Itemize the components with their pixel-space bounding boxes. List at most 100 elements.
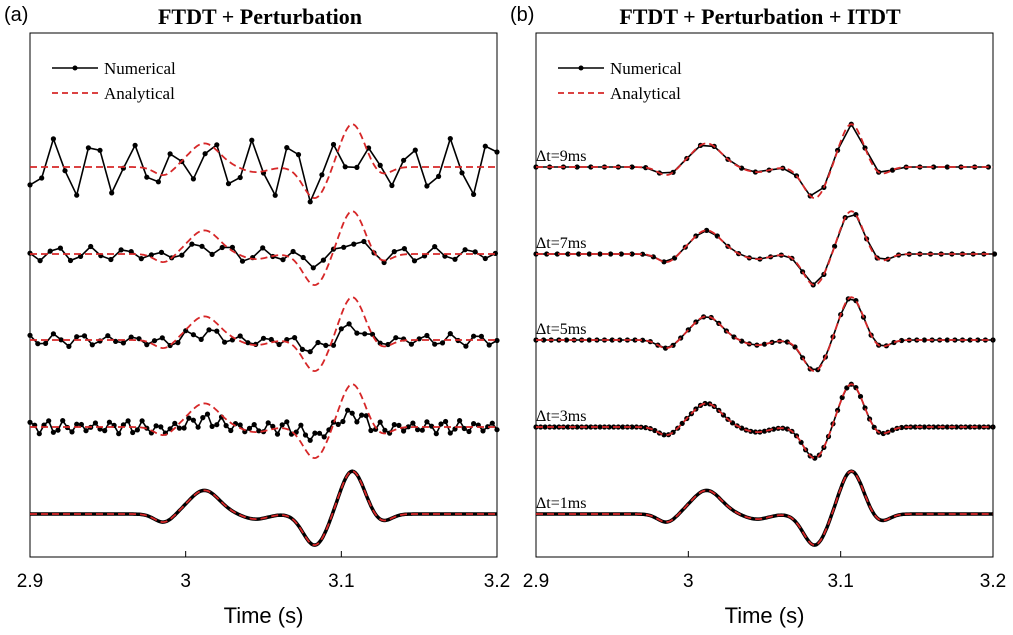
numerical-point <box>857 393 864 400</box>
numerical-point <box>206 327 212 333</box>
numerical-point <box>554 251 560 257</box>
numerical-point <box>27 182 33 188</box>
numerical-point <box>195 424 201 430</box>
x-tick-label: 3.2 <box>484 571 510 592</box>
numerical-point <box>462 247 468 253</box>
numerical-point <box>35 341 41 347</box>
numerical-point <box>443 418 449 425</box>
numerical-point <box>340 418 346 425</box>
numerical-point <box>88 243 94 250</box>
numerical-point <box>105 333 111 339</box>
numerical-point <box>640 337 646 343</box>
numerical-point <box>190 176 196 182</box>
numerical-point <box>354 164 360 170</box>
numerical-point <box>351 241 357 247</box>
numerical-point <box>176 425 182 431</box>
numerical-point <box>452 256 458 262</box>
numerical-point <box>597 424 603 430</box>
numerical-point <box>319 172 325 178</box>
numerical-point <box>199 243 205 249</box>
legend-analytical-label: Analytical <box>610 84 681 103</box>
numerical-point <box>385 341 391 348</box>
panel-label-b: (b) <box>510 4 535 26</box>
numerical-point <box>256 428 262 434</box>
numerical-point <box>368 427 374 434</box>
numerical-point <box>482 143 488 149</box>
numerical-point <box>270 423 276 429</box>
numerical-point <box>55 427 61 433</box>
numerical-point <box>81 333 88 339</box>
legend-analytical-label: Analytical <box>104 84 175 103</box>
numerical-point <box>172 420 178 426</box>
numerical-point <box>899 424 905 431</box>
numerical-point <box>245 340 251 346</box>
numerical-point <box>944 337 950 343</box>
numerical-point <box>323 342 329 348</box>
numerical-point <box>494 427 500 433</box>
numerical-point <box>237 333 243 339</box>
numerical-point <box>144 342 150 348</box>
numerical-point <box>148 252 154 258</box>
numerical-point <box>369 331 376 337</box>
numerical-point <box>139 418 145 424</box>
numerical-point <box>466 428 472 435</box>
numerical-point <box>316 430 323 436</box>
numerical-point <box>640 251 646 257</box>
numerical-point <box>401 157 407 163</box>
numerical-point <box>405 424 411 430</box>
numerical-point <box>643 425 649 431</box>
numerical-point <box>74 192 80 198</box>
x-tick-label: 2.9 <box>17 571 43 592</box>
numerical-point <box>588 424 594 430</box>
numerical-point <box>214 422 220 428</box>
numerical-point <box>377 340 383 346</box>
numerical-point <box>175 340 181 346</box>
numerical-point <box>771 426 777 432</box>
analytical-trace <box>536 383 993 460</box>
numerical-point <box>179 252 185 258</box>
numerical-point <box>544 251 550 257</box>
numerical-point <box>276 341 282 348</box>
numerical-point <box>424 183 430 189</box>
numerical-point <box>761 341 768 347</box>
numerical-point <box>321 434 327 440</box>
numerical-point <box>249 137 255 143</box>
numerical-point <box>202 151 208 157</box>
numerical-point <box>228 427 234 434</box>
x-axis-title: Time (s) <box>224 603 304 628</box>
numerical-point <box>307 199 313 205</box>
numerical-point <box>447 136 453 142</box>
numerical-point <box>222 339 228 345</box>
numerical-point <box>159 335 165 341</box>
numerical-point <box>239 258 246 264</box>
numerical-point <box>92 420 98 426</box>
numerical-point <box>597 251 603 257</box>
x-tick-label: 3.2 <box>980 571 1006 592</box>
numerical-point <box>432 244 438 250</box>
numerical-point <box>361 238 367 245</box>
numerical-point <box>307 349 313 355</box>
numerical-point <box>223 423 229 429</box>
numerical-point <box>43 340 49 346</box>
numerical-point <box>411 258 418 264</box>
x-tick-label: 2.9 <box>523 571 549 592</box>
numerical-point <box>408 341 414 347</box>
numerical-point <box>151 338 158 344</box>
numerical-point <box>438 421 444 427</box>
numerical-point <box>393 335 399 341</box>
numerical-point <box>274 431 281 437</box>
numerical-point <box>482 255 488 262</box>
panel-title-b: FTDT + Perturbation + ITDT <box>619 4 901 29</box>
numerical-point <box>494 149 500 155</box>
numerical-point <box>298 422 304 428</box>
legend-numerical-marker <box>578 65 584 71</box>
numerical-point <box>85 145 91 151</box>
x-tick-label: 3 <box>180 571 191 592</box>
numerical-point <box>229 244 235 250</box>
numerical-point <box>704 227 710 233</box>
numerical-point <box>155 179 161 185</box>
numerical-point <box>74 421 80 427</box>
numerical-point <box>58 337 64 343</box>
numerical-point <box>912 424 918 430</box>
